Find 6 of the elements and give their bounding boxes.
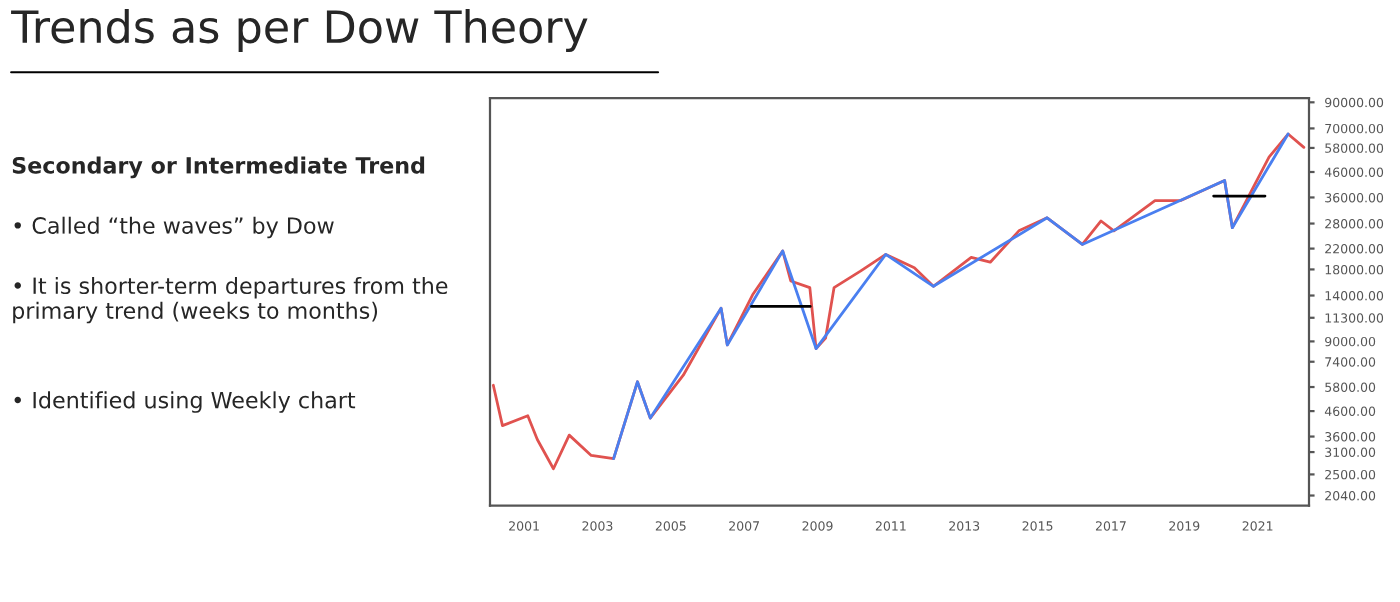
text: • It is shorter-term departures from the primary trend (weeks to months) bbox=[13, 276, 448, 324]
text: • Identified using Weekly chart bbox=[14, 391, 356, 413]
text: Secondary or Intermediate Trend bbox=[12, 156, 425, 179]
text: • Called “the waves” by Dow bbox=[14, 216, 334, 239]
line-series bbox=[612, 132, 1290, 461]
chart-title: Trends as per Dow Theory bbox=[11, 9, 588, 53]
